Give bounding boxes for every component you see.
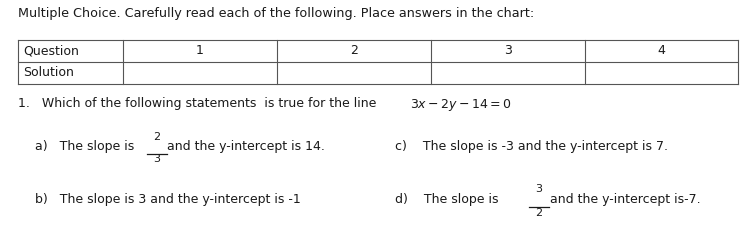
Text: 1.   Which of the following statements  is true for the line: 1. Which of the following statements is … [18, 97, 376, 110]
Text: 3: 3 [153, 154, 160, 164]
Text: $3x-2y-14=0$: $3x-2y-14=0$ [410, 97, 512, 113]
Text: and the y-intercept is 14.: and the y-intercept is 14. [167, 140, 325, 153]
Text: a)   The slope is: a) The slope is [35, 140, 135, 153]
Text: 3: 3 [535, 184, 543, 195]
Text: 1: 1 [196, 44, 204, 58]
Text: 4: 4 [658, 44, 665, 58]
Text: b)   The slope is 3 and the y-intercept is -1: b) The slope is 3 and the y-intercept is… [35, 193, 301, 206]
Text: 3: 3 [504, 44, 512, 58]
Text: 2: 2 [153, 132, 160, 142]
Text: and the y-intercept is-7.: and the y-intercept is-7. [550, 193, 701, 206]
Text: Question: Question [23, 44, 79, 58]
Text: d)    The slope is: d) The slope is [395, 193, 498, 206]
Text: 2: 2 [535, 208, 543, 218]
Text: c)    The slope is -3 and the y-intercept is 7.: c) The slope is -3 and the y-intercept i… [395, 140, 668, 153]
Text: 2: 2 [350, 44, 358, 58]
Text: Solution: Solution [23, 67, 74, 79]
Text: Multiple Choice. Carefully read each of the following. Place answers in the char: Multiple Choice. Carefully read each of … [18, 7, 534, 20]
